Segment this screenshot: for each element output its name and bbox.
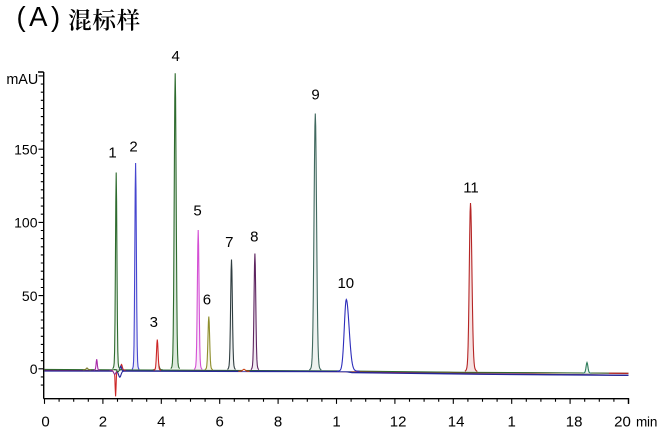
svg-text:150: 150 xyxy=(14,141,38,157)
svg-text:12: 12 xyxy=(390,414,407,428)
svg-text:mAU: mAU xyxy=(6,72,38,88)
svg-text:1: 1 xyxy=(508,414,516,428)
svg-text:6: 6 xyxy=(216,414,224,428)
svg-text:14: 14 xyxy=(448,414,465,428)
svg-text:2: 2 xyxy=(129,139,137,156)
svg-text:0: 0 xyxy=(41,414,49,428)
svg-text:min: min xyxy=(636,414,657,428)
svg-text:0: 0 xyxy=(30,361,38,377)
svg-text:8: 8 xyxy=(250,229,258,246)
svg-text:8: 8 xyxy=(274,414,282,428)
svg-text:4: 4 xyxy=(172,48,180,65)
svg-text:7: 7 xyxy=(225,234,233,251)
svg-text:50: 50 xyxy=(22,288,38,304)
svg-text:4: 4 xyxy=(157,414,165,428)
svg-text:5: 5 xyxy=(193,202,201,219)
svg-text:2: 2 xyxy=(99,414,107,428)
svg-text:1: 1 xyxy=(108,144,116,161)
svg-text:(A): (A) xyxy=(17,1,64,32)
svg-text:1: 1 xyxy=(332,414,340,428)
svg-text:100: 100 xyxy=(14,215,38,231)
svg-text:11: 11 xyxy=(463,179,479,196)
svg-text:18: 18 xyxy=(566,414,583,428)
svg-text:9: 9 xyxy=(311,86,319,103)
svg-text:6: 6 xyxy=(203,292,211,309)
svg-text:3: 3 xyxy=(150,314,158,331)
svg-text:20: 20 xyxy=(614,414,631,428)
svg-text:10: 10 xyxy=(337,275,354,292)
